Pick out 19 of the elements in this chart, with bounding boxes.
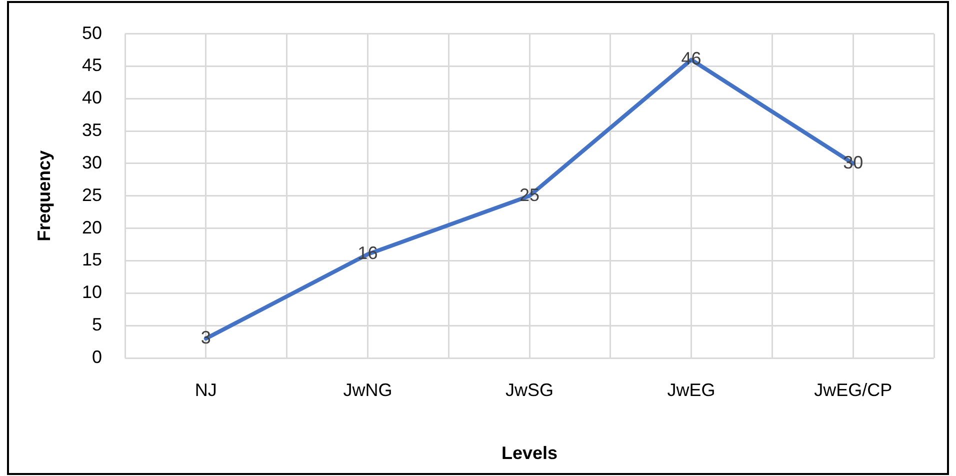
x-tick-label: JwEG — [667, 380, 716, 400]
x-tick-label: JwSG — [505, 380, 554, 400]
x-tick-label: NJ — [194, 380, 217, 400]
y-tick-label: 25 — [82, 184, 102, 205]
y-tick-label: 15 — [82, 250, 102, 270]
y-tick-label: 0 — [92, 346, 102, 367]
data-label: 30 — [843, 152, 864, 172]
y-tick-label: 35 — [82, 120, 102, 140]
y-tick-label: 45 — [82, 55, 102, 76]
y-tick-label: 5 — [92, 314, 102, 335]
y-tick-label: 50 — [82, 22, 102, 43]
y-tick-label: 20 — [82, 217, 102, 238]
y-axis-title: Frequency — [34, 150, 54, 242]
y-tick-label: 30 — [82, 152, 102, 172]
x-tick-label: JwNG — [343, 380, 392, 400]
y-tick-label: 40 — [82, 88, 102, 108]
y-tick-label: 10 — [82, 282, 102, 302]
x-axis-title: Levels — [501, 443, 558, 464]
x-tick-label: JwEG/CP — [814, 380, 892, 400]
